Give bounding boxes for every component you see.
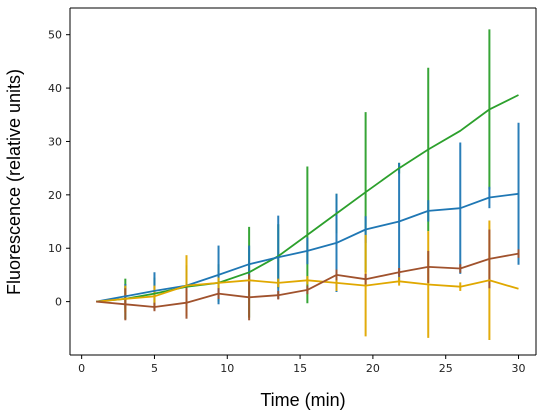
x-tick-label: 25 <box>439 362 453 375</box>
x-tick-label: 5 <box>151 362 158 375</box>
x-tick-label: 0 <box>78 362 85 375</box>
y-tick-label: 30 <box>48 135 62 148</box>
axes <box>69 7 537 356</box>
y-tick-label: 40 <box>48 82 62 95</box>
y-tick-label: 20 <box>48 189 62 202</box>
ticks: 0 5 10 15 20 25 30 0 10 20 30 40 50 <box>48 29 526 375</box>
error-bars <box>124 29 520 341</box>
y-axis-label: Fluorescence (relative units) <box>4 69 24 295</box>
series-line-1 <box>96 94 519 303</box>
x-tick-label: 30 <box>512 362 526 375</box>
series-lines <box>96 94 519 308</box>
x-tick-label: 15 <box>293 362 307 375</box>
y-tick-label: 10 <box>48 242 62 255</box>
x-tick-label: 20 <box>366 362 380 375</box>
x-tick-label: 10 <box>220 362 234 375</box>
x-axis-label: Time (min) <box>260 390 345 410</box>
series-line-4 <box>96 252 519 308</box>
series-line-3 <box>96 279 519 303</box>
series-line-2 <box>96 192 519 303</box>
y-tick-label: 0 <box>55 296 62 309</box>
y-tick-label: 50 <box>48 29 62 42</box>
